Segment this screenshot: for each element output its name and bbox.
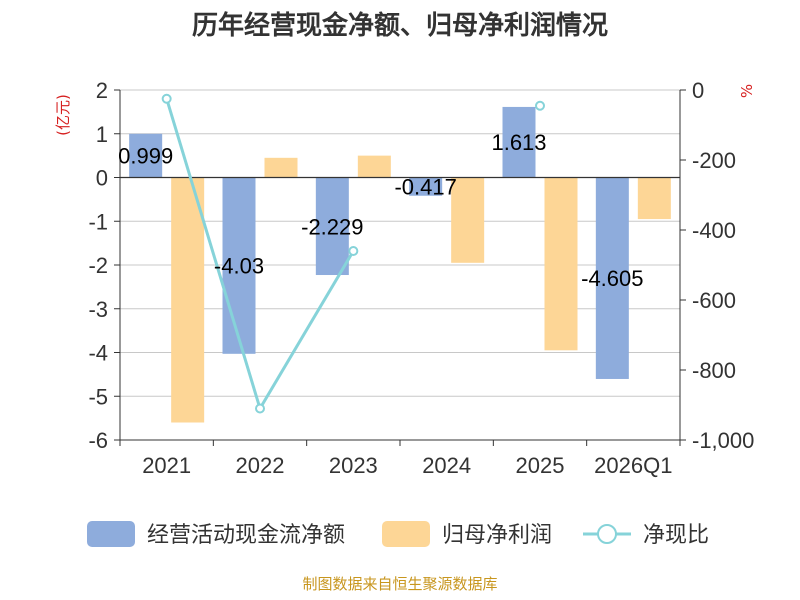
line-series [161, 93, 545, 414]
cashflow-data-label: -4.03 [214, 254, 264, 279]
right-tick-label: -600 [692, 288, 736, 313]
left-tick-label: 1 [96, 122, 108, 147]
x-tick-label: 2024 [422, 453, 471, 478]
cashflow-bar-2021 [129, 133, 163, 178]
cashflow-data-label: -0.417 [394, 175, 456, 200]
cashflow-data-label: -2.229 [301, 214, 363, 239]
cashflow-bar-2025 [502, 106, 536, 178]
ratio-point [161, 93, 172, 104]
axes: 2 1 0 -1 -2 -3 -4 -5 -6 0 -200 -400 -600 -800 -1,000 20… [88, 78, 754, 478]
net-profit-bar-2024 [451, 177, 485, 263]
legend-swatch-1 [382, 521, 430, 547]
source-note: 制图数据来自恒生聚源数据库 [302, 575, 497, 593]
legend-label-1: 归母净利润 [442, 523, 552, 548]
net-profit-bar-2025 [544, 177, 578, 351]
right-axis-unit: % [738, 84, 756, 98]
left-tick-label: -1 [88, 209, 108, 234]
cashflow-bar-2024 [409, 177, 443, 196]
left-tick-label: -6 [88, 428, 108, 453]
left-tick-label: -4 [88, 341, 108, 366]
cashflow-bar-2023 [315, 177, 349, 276]
right-tick-label: -400 [692, 218, 736, 243]
legend-marker [597, 524, 617, 544]
x-tick-label: 2026Q1 [594, 453, 672, 478]
legend: 经营活动现金流净额 归母净利润 净现比 [87, 521, 709, 548]
net-profit-bar-2023 [357, 155, 391, 178]
ratio-line-segment [258, 250, 355, 410]
net-profit-bar-2026Q1 [637, 177, 671, 220]
legend-swatch-0 [87, 521, 135, 547]
x-tick-label: 2021 [142, 453, 191, 478]
left-axis-unit: (亿元) [54, 94, 72, 136]
left-tick-label: 2 [96, 78, 108, 103]
right-tick-label: 0 [692, 78, 704, 103]
left-tick-label: 0 [96, 166, 108, 191]
ratio-line-segment [165, 98, 262, 409]
right-tick-label: -800 [692, 358, 736, 383]
x-tick-label: 2023 [329, 453, 378, 478]
ratio-point [348, 246, 359, 256]
cashflow-data-label: 1.613 [491, 130, 546, 155]
x-tick-label: 2025 [516, 453, 565, 478]
net-profit-bar-2021 [171, 177, 205, 423]
legend-label-0: 经营活动现金流净额 [147, 523, 345, 548]
net-profit-bar-2022 [264, 157, 298, 178]
cashflow-data-label: 0.999 [118, 144, 173, 169]
x-tick-label: 2022 [236, 453, 285, 478]
chart-title: 历年经营现金净额、归母净利润情况 [192, 10, 608, 41]
data-labels: 0.999 -4.03 -2.229 -0.417 1.613 -4.605 [118, 130, 643, 291]
ratio-point [535, 100, 545, 111]
cashflow-bar-2022 [222, 177, 256, 354]
legend-label-2: 净现比 [643, 523, 709, 548]
left-tick-label: -5 [88, 384, 108, 409]
left-tick-label: -2 [88, 253, 108, 278]
right-tick-label: -200 [692, 148, 736, 173]
cashflow-bar-2026Q1 [595, 177, 629, 379]
cashflow-data-label: -4.605 [581, 266, 643, 291]
ratio-point [255, 403, 265, 414]
left-tick-label: -3 [88, 297, 108, 322]
bar-marks [120, 106, 680, 423]
right-tick-label: -1,000 [692, 428, 754, 453]
